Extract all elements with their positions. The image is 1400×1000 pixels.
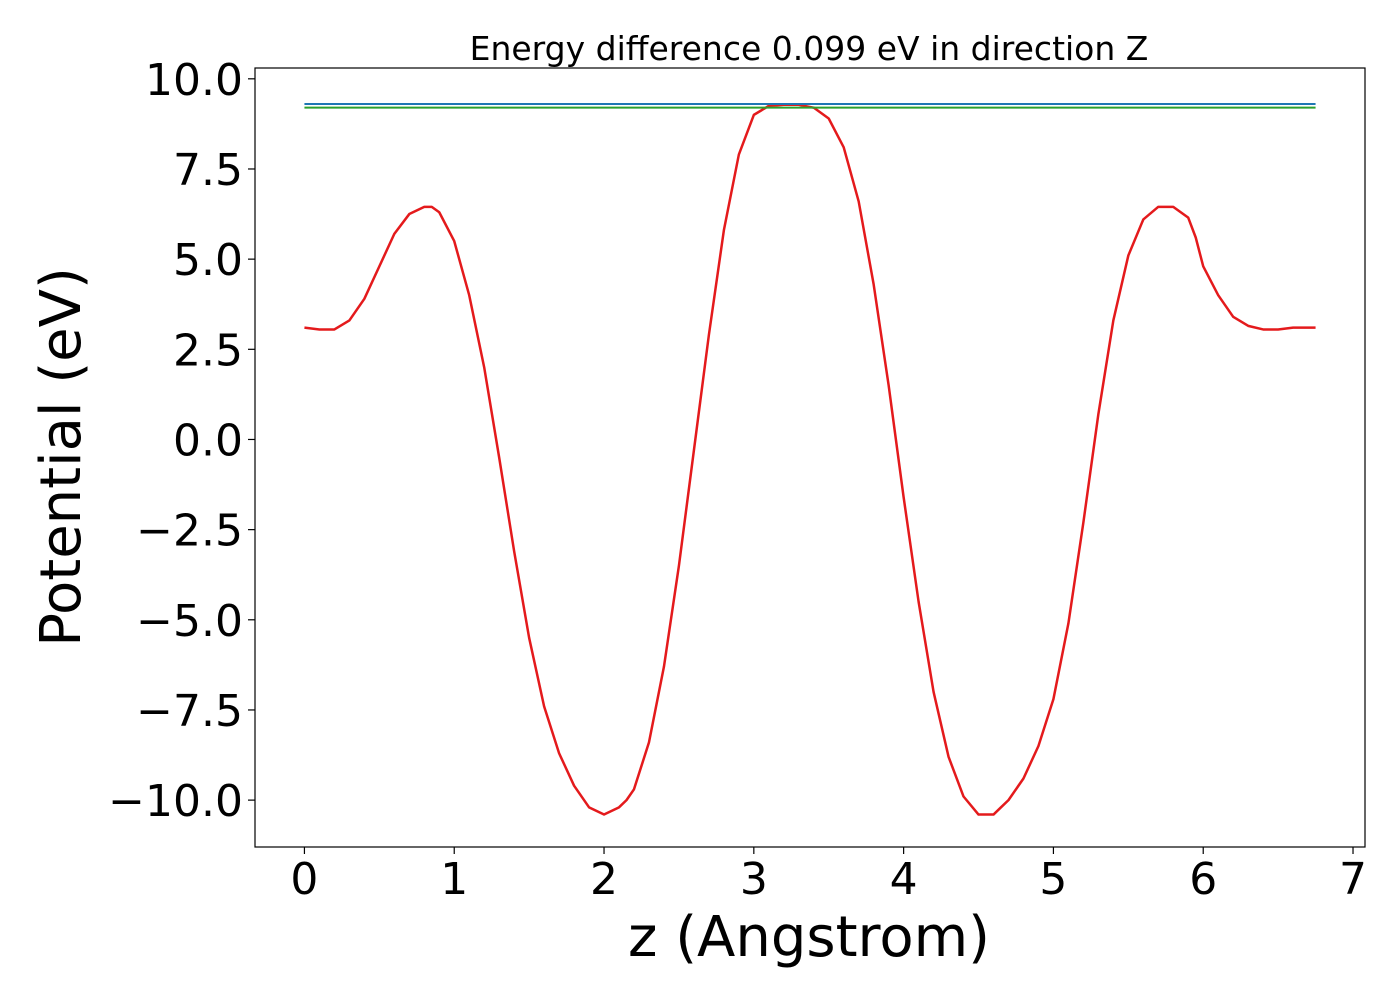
series-line-0 bbox=[304, 103, 1316, 816]
y-tick-label: −7.5 bbox=[136, 686, 243, 737]
y-tick-label: 2.5 bbox=[173, 325, 243, 376]
x-tick-label: 3 bbox=[740, 854, 768, 905]
x-tick-label: 7 bbox=[1339, 854, 1367, 905]
y-tick-label: −2.5 bbox=[136, 506, 243, 557]
y-tick-label: −10.0 bbox=[108, 776, 243, 827]
y-tick-label: 7.5 bbox=[173, 145, 243, 196]
y-tick-label: −5.0 bbox=[136, 596, 243, 647]
y-tick-label: 0.0 bbox=[173, 415, 243, 466]
x-tick-label: 6 bbox=[1189, 854, 1217, 905]
chart-title: Energy difference 0.099 eV in direction … bbox=[470, 29, 1149, 68]
y-axis-label: Potential (eV) bbox=[29, 267, 94, 647]
plot-frame bbox=[254, 67, 1366, 848]
x-tick-label: 0 bbox=[290, 854, 318, 905]
x-tick-label: 4 bbox=[890, 854, 918, 905]
x-axis-label: z (Angstrom) bbox=[628, 905, 990, 970]
x-tick-label: 1 bbox=[440, 854, 468, 905]
x-tick-label: 2 bbox=[590, 854, 618, 905]
y-tick-label: 10.0 bbox=[145, 55, 243, 106]
plot-area bbox=[304, 103, 1316, 816]
y-tick-label: 5.0 bbox=[173, 235, 243, 286]
x-tick-label: 5 bbox=[1039, 854, 1067, 905]
y-axis-ticks: 10.0 7.5 5.0 2.5 0.0 −2.5 −5.0 −7.5 −10.0 bbox=[108, 55, 255, 827]
x-axis-ticks: 0 1 2 3 4 5 6 7 bbox=[290, 847, 1367, 905]
